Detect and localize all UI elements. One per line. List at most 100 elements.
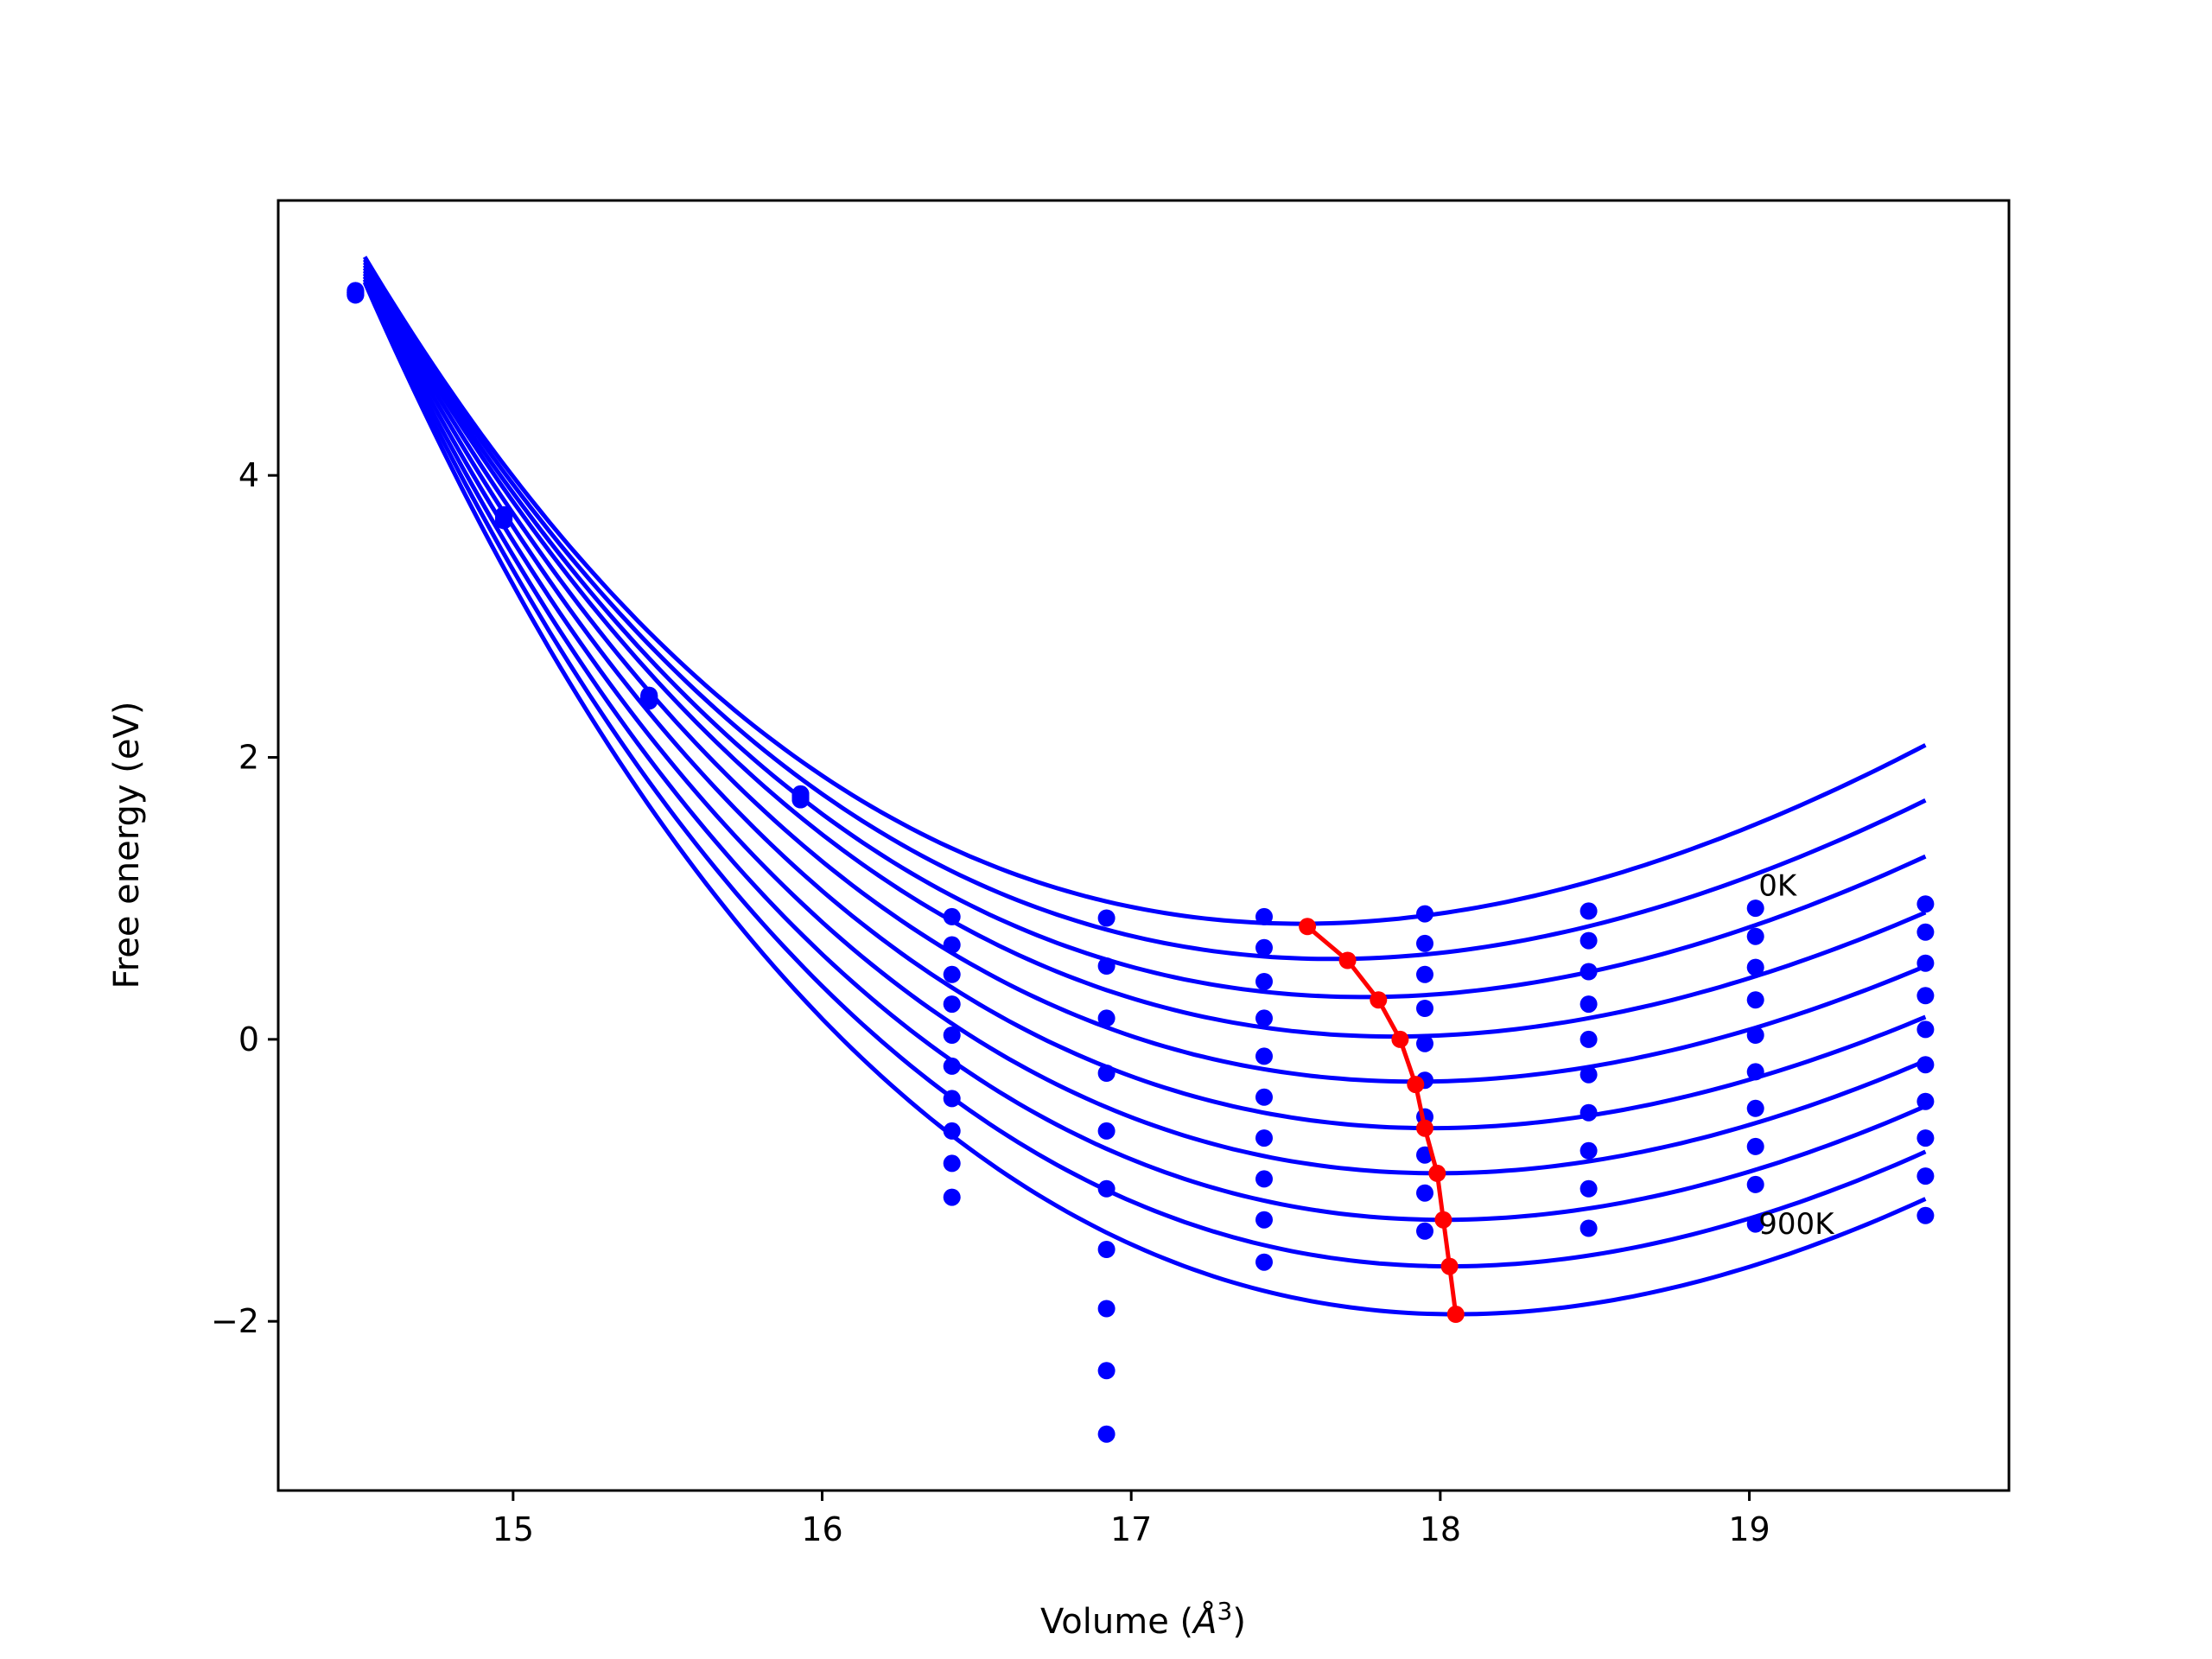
data-point [1916,1129,1935,1147]
data-point [1580,1065,1598,1084]
data-point [943,1057,961,1075]
data-point [943,936,961,954]
data-point [943,1090,961,1108]
data-point [1746,958,1764,976]
x-axis-ticks: 15 16 17 18 19 [493,1491,1770,1548]
fit-curve-700K [362,276,1927,1223]
y-axis-label: Free energy (eV) [107,702,147,989]
data-point [1746,1215,1764,1233]
data-point [1746,1099,1764,1117]
y-tick-label: 4 [238,456,259,494]
data-point [1746,899,1764,918]
data-point [1916,923,1935,941]
data-point [1746,991,1764,1009]
data-point [943,1154,961,1173]
data-point [1097,957,1116,975]
minimum-point [1428,1164,1446,1182]
fit-curve-300K [362,264,1927,1039]
fit-curve-600K [362,272,1927,1176]
data-point [1580,931,1598,950]
data-point [1097,1009,1116,1027]
data-point [1416,1034,1433,1052]
y-tick-label: −2 [211,1302,259,1340]
x-axis-label-close: ) [1232,1602,1246,1642]
data-point [1580,1030,1598,1048]
minimum-point [1391,1030,1409,1048]
annotation-label: 900K [1758,1207,1835,1242]
data-point [1416,934,1433,952]
data-point [1255,1211,1273,1229]
data-point [1255,1009,1273,1027]
x-axis-label-unit: Å [1191,1600,1217,1642]
data-point [1255,1129,1273,1147]
fit-curves [362,256,1927,1317]
fit-curve-900K [362,281,1927,1317]
data-point [1097,1300,1116,1318]
minimum-point [1299,918,1317,936]
data-point [1746,1027,1764,1044]
data-point [1255,1088,1273,1106]
data-point [943,1188,961,1206]
data-point [1916,1092,1935,1110]
data-point [1916,1020,1935,1039]
fit-curve-800K [362,278,1927,1269]
data-point [1746,1063,1764,1081]
y-axis-ticks: −2 0 2 4 [211,456,278,1340]
data-point [943,995,961,1014]
data-point [1580,963,1598,981]
x-tick-label: 15 [493,1510,534,1548]
data-point [640,686,658,704]
data-point [1416,1222,1433,1240]
data-point [1580,902,1598,920]
annotations: 0K 900K [1758,868,1835,1242]
y-tick-label: 2 [238,739,259,777]
minimum-path-line [1306,925,1459,1315]
data-point [1416,1000,1433,1017]
y-tick-label: 0 [238,1020,259,1058]
data-point [1916,1206,1935,1224]
data-point [1580,1141,1598,1160]
data-point [1916,1167,1935,1185]
data-point [1255,1170,1273,1188]
minimum-point [1370,991,1388,1009]
minimum-point [1440,1257,1459,1275]
data-point [1097,1065,1116,1082]
data-point [1916,987,1935,1005]
data-point [943,907,961,925]
x-tick-label: 19 [1728,1510,1770,1548]
data-point [1580,1103,1598,1122]
data-point [1746,927,1764,945]
data-point [1916,1056,1935,1074]
data-point [346,283,365,302]
fit-curve-400K [362,267,1927,1084]
data-point [943,965,961,983]
x-axis-label-exponent: 3 [1217,1597,1233,1625]
data-point [1916,954,1935,972]
x-axis-label-text: Volume ( [1040,1602,1193,1642]
fit-curve-0K [362,256,1927,926]
minimum-point [1338,951,1357,969]
data-point [495,505,513,524]
data-point [1097,1241,1116,1258]
minimum-point [1407,1076,1425,1094]
x-tick-label: 17 [1110,1510,1152,1548]
data-point [1916,895,1935,913]
x-axis-label: Volume (Å3) [1040,1597,1246,1642]
data-point [1097,909,1116,927]
data-point [1255,973,1273,990]
data-point [1416,965,1433,983]
data-point [1746,1175,1764,1193]
data-point [1097,1179,1116,1198]
minimum-energy-path [1299,918,1465,1323]
minimum-point [1416,1119,1433,1137]
data-point [1580,1219,1598,1237]
minimum-point [1434,1211,1452,1229]
data-point [1580,1179,1598,1198]
plot-frame [276,199,2011,1492]
data-point [1097,1122,1116,1140]
data-point [1746,1137,1764,1155]
fit-curve-200K [362,261,1927,1000]
x-tick-label: 16 [801,1510,842,1548]
